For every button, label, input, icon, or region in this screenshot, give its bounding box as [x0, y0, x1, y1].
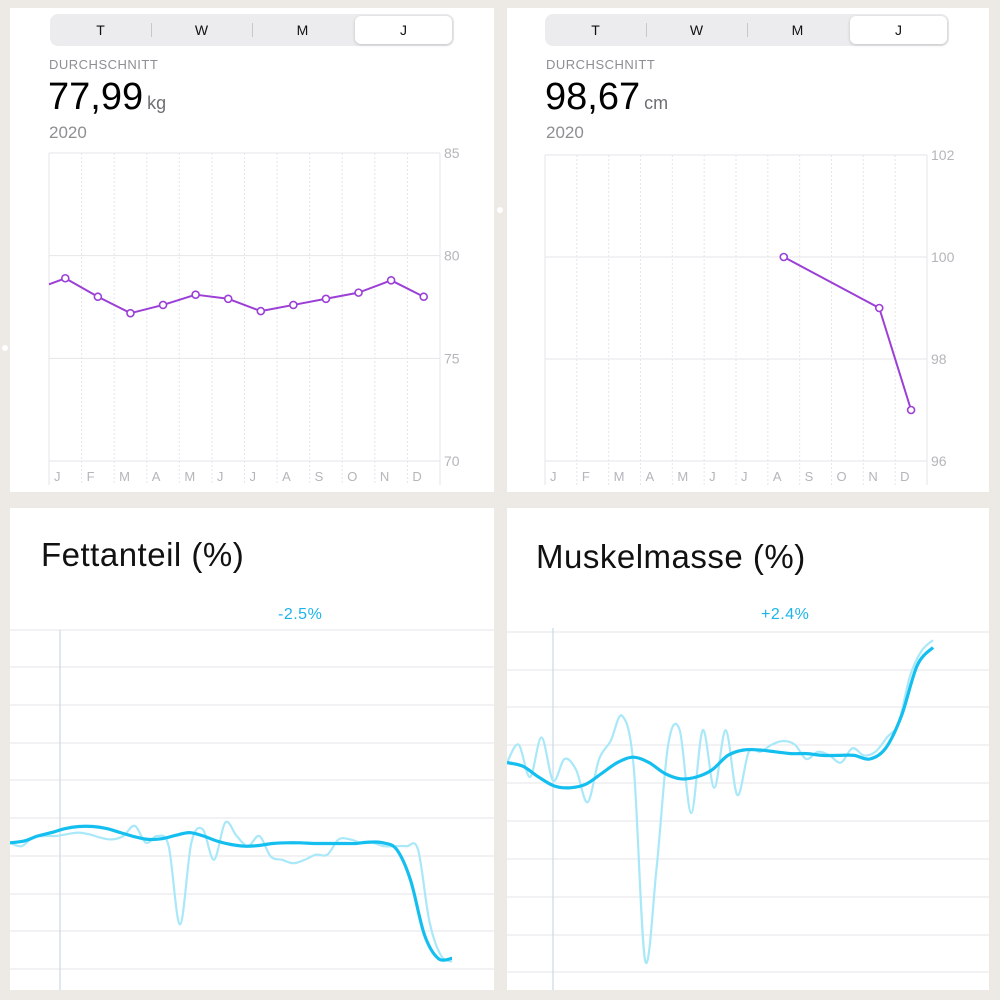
x-tick-label: A — [282, 469, 291, 484]
segment-month[interactable]: M — [747, 16, 846, 44]
y-tick-label: 102 — [931, 147, 955, 163]
weight-chart: 85 80 75 70 J F M A M J J A S O N D — [48, 145, 460, 485]
data-point — [354, 288, 363, 297]
unit-label: cm — [644, 93, 669, 113]
segment-year[interactable]: J — [850, 16, 947, 44]
segment-year[interactable]: J — [355, 16, 452, 44]
x-tick-label: F — [87, 469, 95, 484]
time-range-segmented-control: T W M J — [545, 14, 949, 46]
fat-chart — [10, 629, 494, 990]
waist-chart: 102 100 98 96 J F M A M J J A S O N D — [544, 147, 955, 485]
series-line — [783, 256, 913, 411]
x-tick-label: A — [773, 469, 782, 484]
data-point — [60, 273, 70, 283]
data-point — [191, 290, 200, 299]
x-tick-label: J — [550, 469, 557, 484]
data-point — [419, 292, 429, 302]
unit-label: kg — [147, 93, 167, 113]
average-value: 98,67 — [545, 76, 641, 118]
data-point — [256, 306, 266, 316]
y-tick-label: 75 — [444, 350, 460, 366]
x-tick-label: S — [315, 469, 324, 484]
y-tick-label: 80 — [444, 248, 460, 264]
x-tick-label: M — [677, 469, 688, 484]
data-point — [289, 300, 298, 310]
data-point — [874, 303, 884, 313]
decorative-dot — [2, 345, 8, 351]
data-point — [93, 292, 103, 302]
y-tick-label: 85 — [444, 145, 460, 161]
x-tick-label: O — [837, 469, 847, 484]
average-label: DURCHSCHNITT — [546, 57, 656, 72]
x-tick-label: J — [54, 469, 61, 484]
chart-title: Muskelmasse (%) — [536, 538, 806, 575]
average-label: DURCHSCHNITT — [49, 57, 159, 72]
x-tick-label: J — [217, 469, 224, 484]
change-annotation: -2.5% — [278, 606, 323, 623]
y-tick-label: 70 — [444, 453, 460, 469]
change-annotation: +2.4% — [761, 606, 810, 623]
time-range-segmented-control: T W M J — [50, 14, 454, 46]
year-label: 2020 — [546, 123, 584, 142]
chart-title: Fettanteil (%) — [41, 536, 245, 573]
data-point — [321, 294, 331, 304]
x-tick-label: N — [380, 469, 389, 484]
x-tick-label: M — [614, 469, 625, 484]
x-tick-label: J — [741, 469, 748, 484]
raw-series-line — [507, 639, 934, 965]
trend-series-line — [507, 646, 935, 790]
segment-day[interactable]: T — [96, 22, 105, 38]
y-tick-label: 100 — [931, 249, 955, 265]
muscle-panel: Muskelmasse (%) +2.4% — [507, 508, 989, 990]
data-point — [386, 276, 396, 285]
segment-day[interactable]: T — [591, 22, 600, 38]
segment-week[interactable]: W — [151, 16, 250, 44]
data-point — [158, 300, 168, 310]
x-tick-label: M — [184, 469, 195, 484]
waist-panel: T W M J DURCHSCHNITT 98,67 cm 2020 102 100… — [507, 8, 989, 492]
data-point — [223, 294, 233, 304]
x-tick-label: O — [347, 469, 357, 484]
muscle-chart — [507, 628, 989, 990]
decorative-dot — [497, 207, 503, 213]
data-point — [126, 308, 135, 318]
series-line — [64, 277, 425, 315]
segment-week[interactable]: W — [646, 16, 745, 44]
average-value: 77,99 — [48, 76, 144, 118]
x-tick-label: A — [152, 469, 161, 484]
x-tick-label: A — [646, 469, 655, 484]
year-label: 2020 — [49, 123, 87, 142]
fat-panel: Fettanteil (%) -2.5% — [10, 508, 494, 990]
y-tick-label: 98 — [931, 351, 947, 367]
x-tick-label: M — [119, 469, 130, 484]
average-value-row: 98,67 cm — [545, 76, 668, 119]
x-tick-label: N — [868, 469, 877, 484]
weight-panel: T W M J DURCHSCHNITT 77,99 kg 2020 85 80 75… — [10, 8, 494, 492]
data-point — [906, 405, 916, 415]
x-tick-label: J — [250, 469, 257, 484]
x-tick-label: F — [582, 469, 590, 484]
x-tick-label: J — [709, 469, 716, 484]
x-tick-label: D — [412, 469, 421, 484]
trend-series-line — [10, 824, 453, 962]
y-tick-label: 96 — [931, 453, 947, 469]
average-value-row: 77,99 kg — [48, 76, 166, 119]
raw-series-line — [10, 820, 453, 963]
segment-month[interactable]: M — [252, 16, 351, 44]
x-tick-label: S — [805, 469, 814, 484]
x-tick-label: D — [900, 469, 909, 484]
data-point — [779, 252, 789, 262]
